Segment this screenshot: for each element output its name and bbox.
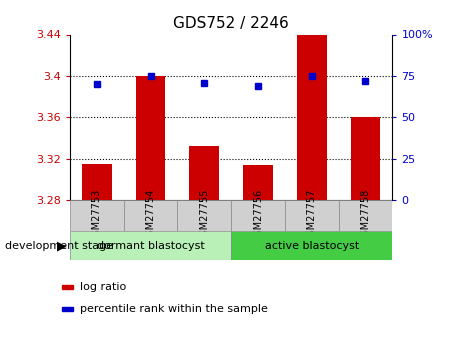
Text: development stage: development stage [5,241,113,251]
Text: GSM27758: GSM27758 [360,189,371,242]
Bar [339,200,392,231]
Text: percentile rank within the sample: percentile rank within the sample [80,304,268,314]
Bar [189,146,219,200]
Bar [231,231,392,260]
Bar [243,165,273,200]
Bar [297,34,327,200]
Bar [285,200,339,231]
Bar [231,200,285,231]
Text: GSM27756: GSM27756 [253,189,263,242]
Bar [136,76,166,200]
Text: active blastocyst: active blastocyst [265,241,359,251]
Bar [124,200,177,231]
Bar [351,117,380,200]
Bar [70,200,124,231]
Text: GSM27755: GSM27755 [199,189,209,242]
Text: log ratio: log ratio [80,282,127,292]
Text: GSM27754: GSM27754 [146,189,156,242]
Text: GSM27757: GSM27757 [307,189,317,242]
Text: GSM27753: GSM27753 [92,189,102,242]
Bar [177,200,231,231]
Title: GDS752 / 2246: GDS752 / 2246 [173,16,289,31]
Bar [62,307,73,311]
Text: dormant blastocyst: dormant blastocyst [97,241,204,251]
Bar [62,285,73,289]
Text: ▶: ▶ [57,239,67,252]
Bar [70,231,231,260]
Bar [82,164,111,200]
